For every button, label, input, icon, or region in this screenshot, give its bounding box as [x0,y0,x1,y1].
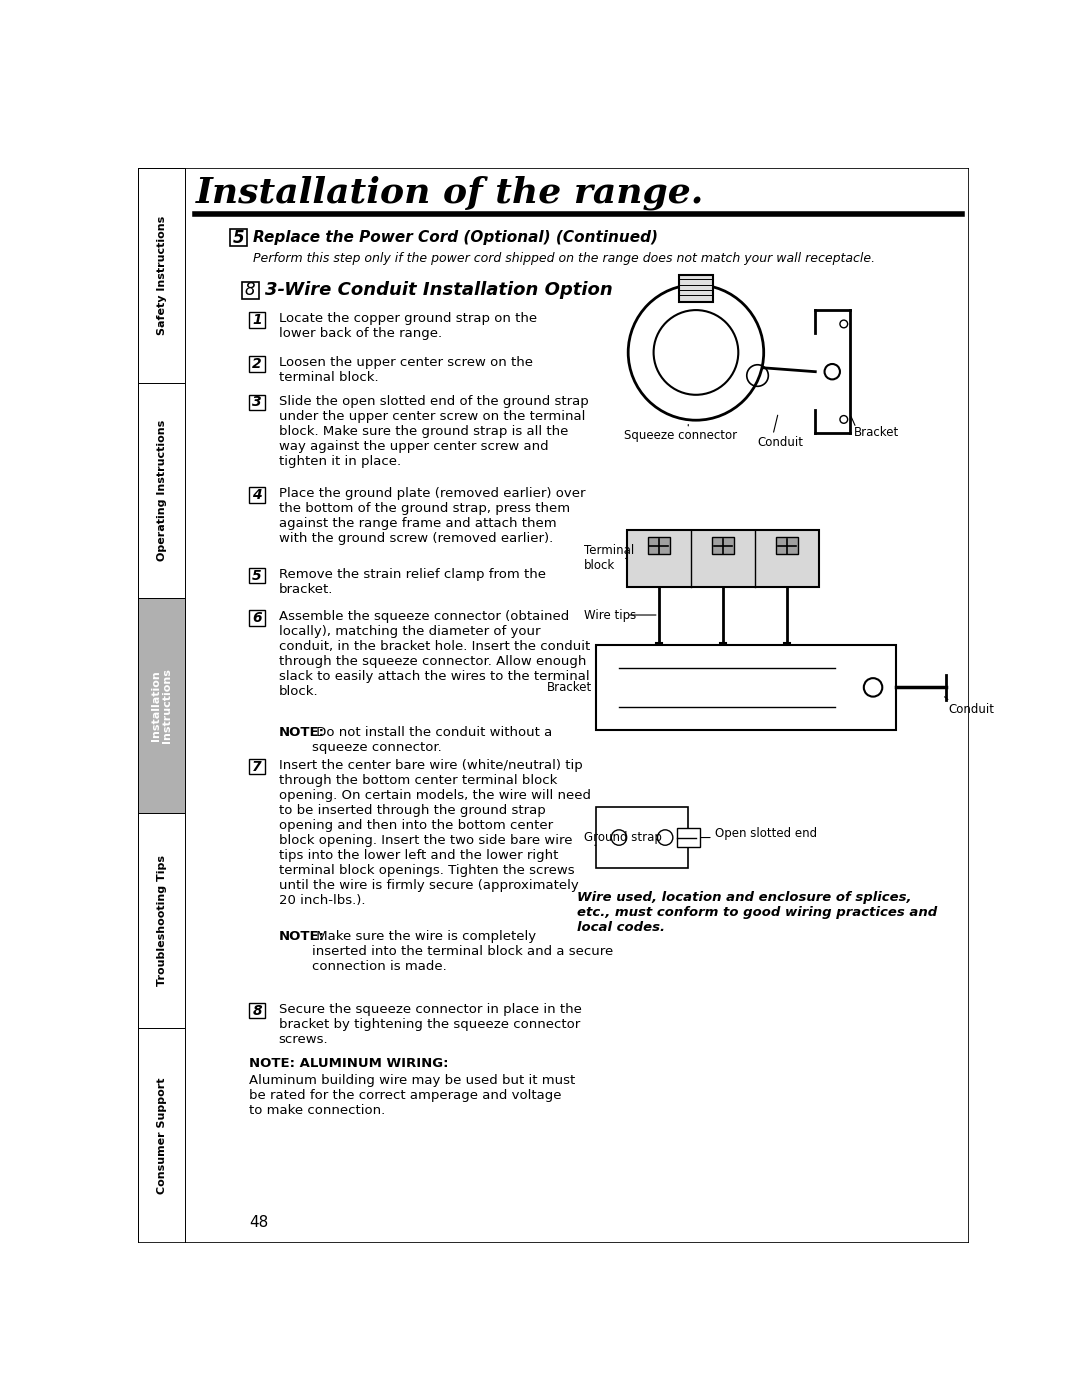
Text: 2: 2 [253,358,261,372]
Text: 8: 8 [245,281,256,299]
Text: Locate the copper ground strap on the
lower back of the range.: Locate the copper ground strap on the lo… [279,313,537,341]
Text: 7: 7 [253,760,261,774]
Text: Open slotted end: Open slotted end [715,827,818,840]
Bar [230,229,247,246]
Bar [138,813,186,1028]
Text: NOTE:: NOTE: [279,726,325,739]
Text: 3-Wire Conduit Installation Option: 3-Wire Conduit Installation Option [265,281,612,299]
Text: Insert the center bare wire (white/neutral) tip
through the bottom center termin: Insert the center bare wire (white/neutr… [279,759,591,907]
Text: Secure the squeeze connector in place in the
bracket by tightening the squeeze c: Secure the squeeze connector in place in… [279,1003,581,1046]
Bar [249,395,265,411]
Text: Perform this step only if the power cord shipped on the range does not match you: Perform this step only if the power cord… [253,253,875,265]
Bar [596,806,688,869]
Text: Wire used, location and enclosure of splices,
etc., must conform to good wiring : Wire used, location and enclosure of spl… [577,891,936,935]
Bar [249,356,265,372]
Text: 48: 48 [249,1215,269,1229]
Text: Bracket: Bracket [546,680,592,694]
Bar [242,282,258,299]
Text: 1: 1 [253,313,261,327]
Text: 5: 5 [233,229,244,247]
Text: Assemble the squeeze connector (obtained
locally), matching the diameter of your: Assemble the squeeze connector (obtained… [279,610,590,698]
Text: Conduit: Conduit [757,436,804,448]
Text: Remove the strain relief clamp from the
bracket.: Remove the strain relief clamp from the … [279,569,545,597]
Bar [648,538,670,555]
Text: Aluminum building wire may be used but it must
be rated for the correct amperage: Aluminum building wire may be used but i… [249,1074,576,1118]
Text: Squeeze connector: Squeeze connector [624,429,738,443]
Bar [138,383,186,598]
Text: Installation
Instructions: Installation Instructions [151,668,173,743]
Text: Loosen the upper center screw on the
terminal block.: Loosen the upper center screw on the ter… [279,356,532,384]
Text: Troubleshooting Tips: Troubleshooting Tips [157,855,166,986]
Bar [626,529,819,587]
Text: Do not install the conduit without a
squeeze connector.: Do not install the conduit without a squ… [312,726,553,754]
Text: 8: 8 [253,1004,261,1018]
Text: Replace the Power Cord (Optional) (Continued): Replace the Power Cord (Optional) (Conti… [253,231,658,246]
Bar [249,488,265,503]
Text: Slide the open slotted end of the ground strap
under the upper center screw on t: Slide the open slotted end of the ground… [279,395,589,468]
Text: Make sure the wire is completely
inserted into the terminal block and a secure
c: Make sure the wire is completely inserte… [312,930,613,972]
Text: Consumer Support: Consumer Support [157,1077,166,1194]
Bar [249,610,265,626]
Bar [596,645,896,729]
Text: Wire tips: Wire tips [584,609,636,622]
Text: Ground strap: Ground strap [584,831,662,844]
Text: 5: 5 [253,569,261,583]
Text: 6: 6 [253,610,261,624]
Bar [138,1028,186,1243]
Text: NOTE: ALUMINUM WIRING:: NOTE: ALUMINUM WIRING: [249,1058,449,1070]
Text: Safety Instructions: Safety Instructions [157,215,166,335]
Text: Operating Instructions: Operating Instructions [157,419,166,562]
Bar [249,313,265,328]
Text: NOTE:: NOTE: [279,930,325,943]
Bar [249,759,265,774]
Bar [677,828,700,847]
Bar [679,275,713,302]
Bar [712,538,733,555]
Bar [138,598,186,813]
Text: Place the ground plate (removed earlier) over
the bottom of the ground strap, pr: Place the ground plate (removed earlier)… [279,488,585,545]
Bar [777,538,798,555]
Bar [249,1003,265,1018]
Text: Installation of the range.: Installation of the range. [195,176,704,210]
Text: Bracket: Bracket [854,426,899,439]
Text: 3: 3 [253,395,261,409]
Bar [138,168,186,383]
Text: Conduit: Conduit [948,703,995,715]
Text: 4: 4 [253,488,261,502]
Bar [249,569,265,584]
Text: Terminal
block: Terminal block [584,545,635,573]
